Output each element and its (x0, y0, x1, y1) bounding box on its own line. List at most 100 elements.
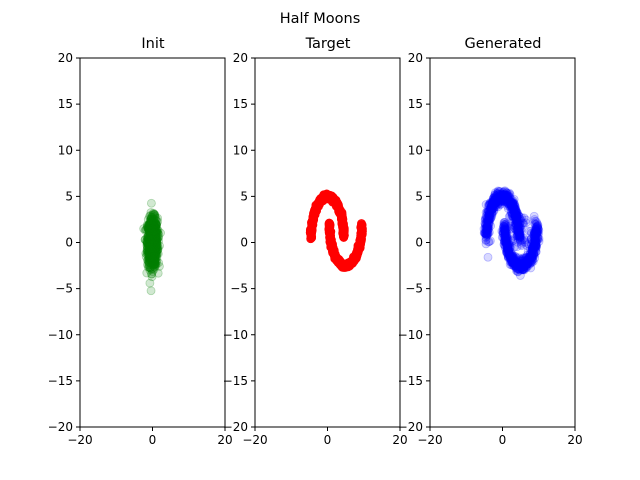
scatter-point (148, 240, 157, 250)
scatter-point (147, 248, 157, 257)
scatter-point (147, 235, 157, 245)
scatter-point (145, 233, 155, 243)
scatter-point (145, 240, 155, 250)
scatter-point (147, 243, 157, 253)
scatter-point (148, 247, 158, 257)
scatter-point (150, 240, 160, 250)
scatter-point (147, 233, 157, 243)
scatter-point (148, 236, 158, 246)
scatter-point (149, 224, 159, 234)
scatter-point (149, 222, 158, 231)
scatter-point (149, 259, 159, 269)
scatter-point (149, 225, 158, 235)
scatter-point (145, 228, 155, 238)
scatter-point (148, 240, 158, 250)
y-tick-label: 20 (408, 51, 423, 65)
y-tick-label: −5 (230, 282, 248, 296)
scatter-point (147, 210, 157, 220)
scatter-point (147, 237, 157, 247)
scatter-point (150, 251, 160, 261)
scatter-point (148, 245, 158, 255)
scatter-point (145, 236, 155, 245)
scatter-point (142, 238, 152, 248)
scatter-point (150, 255, 160, 265)
scatter-point (144, 252, 154, 262)
scatter-point (147, 213, 156, 223)
y-tick-label: 0 (415, 236, 423, 250)
y-tick-label: −15 (48, 374, 73, 388)
y-tick-label: 15 (233, 97, 248, 111)
scatter-point (150, 235, 160, 245)
scatter-point (147, 237, 157, 247)
scatter-point (144, 250, 154, 260)
scatter-point (148, 248, 158, 257)
scatter-point (146, 231, 156, 241)
scatter-point (148, 227, 157, 237)
scatter-point (151, 247, 161, 257)
scatter-point (147, 231, 157, 241)
scatter-point (148, 233, 158, 242)
scatter-point (147, 241, 157, 251)
scatter-point (148, 224, 158, 234)
scatter-point (148, 238, 158, 248)
scatter-point (146, 232, 156, 241)
scatter-point (146, 243, 156, 253)
scatter-point (145, 239, 155, 248)
scatter-point (147, 244, 157, 254)
scatter-point (148, 238, 157, 247)
scatter-point (145, 243, 155, 253)
scatter-point (147, 242, 157, 252)
scatter-point (151, 228, 161, 238)
scatter-point (516, 227, 526, 237)
scatter-point (150, 259, 160, 269)
scatter-point (145, 223, 155, 233)
scatter-point (151, 220, 161, 230)
scatter-point (152, 235, 162, 244)
scatter-point (149, 251, 159, 260)
scatter-point (151, 231, 161, 240)
scatter-point (517, 235, 527, 245)
scatter-point (146, 208, 156, 217)
scatter-point (150, 233, 160, 242)
scatter-point (143, 223, 153, 233)
x-tick-label: 0 (149, 433, 157, 447)
scatter-point (148, 220, 158, 230)
scatter-point (147, 254, 157, 263)
scatter-point (145, 225, 155, 235)
scatter-point (151, 234, 161, 244)
scatter-point (150, 229, 160, 239)
scatter-point (150, 245, 160, 255)
scatter-point (150, 241, 159, 251)
scatter-point (151, 242, 160, 252)
scatter-point (146, 242, 156, 252)
scatter-point (151, 220, 161, 229)
scatter-point (145, 219, 154, 229)
scatter-point (148, 228, 158, 238)
panel-title-target: Target (305, 36, 351, 52)
scatter-point (149, 252, 158, 262)
scatter-point (143, 260, 152, 270)
scatter-point (146, 250, 156, 260)
scatter-point (149, 243, 159, 253)
scatter-point (146, 234, 156, 244)
scatter-point (149, 219, 159, 229)
scatter-point (147, 231, 157, 241)
scatter-point (149, 235, 158, 245)
scatter-point (152, 227, 162, 237)
scatter-point (152, 225, 162, 235)
scatter-point (147, 238, 157, 248)
scatter-point (147, 244, 157, 254)
scatter-point (146, 253, 156, 262)
scatter-point (145, 251, 155, 261)
scatter-point (147, 236, 157, 245)
scatter-point (148, 221, 158, 231)
scatter-point (148, 231, 158, 241)
y-tick-label: 5 (240, 189, 248, 203)
scatter-point (145, 242, 155, 252)
scatter-point (142, 268, 152, 278)
scatter-point (148, 264, 157, 274)
scatter-point (147, 227, 157, 237)
scatter-point (148, 244, 157, 254)
scatter-point (149, 242, 158, 252)
scatter-point (147, 253, 157, 263)
